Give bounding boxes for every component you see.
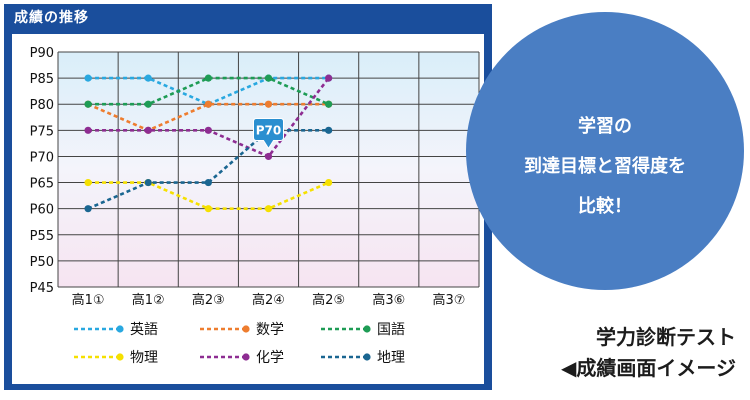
data-point xyxy=(144,74,152,82)
x-tick-label: 高3⑦ xyxy=(432,292,465,308)
caption-line-2: ◀成績画面イメージ xyxy=(561,356,736,380)
data-point xyxy=(84,74,92,82)
legend-marker xyxy=(242,353,250,361)
data-point xyxy=(144,100,152,108)
legend-label: 国語 xyxy=(377,322,405,338)
series-line xyxy=(87,129,329,210)
y-tick-label: P50 xyxy=(30,255,54,270)
data-point xyxy=(204,100,212,108)
data-point xyxy=(325,100,333,108)
data-point xyxy=(84,205,92,213)
data-point xyxy=(144,178,152,187)
data-point xyxy=(325,74,333,82)
data-point xyxy=(144,126,152,134)
data-point xyxy=(84,178,92,187)
line-chart: P90 P85 P80 P75 P70 P65 P60 P55 P50 P45 高1① 高1② 高2③ 高… xyxy=(30,46,480,366)
data-point xyxy=(264,205,273,213)
y-tick-label: P75 xyxy=(30,124,54,139)
y-tick-label: P45 xyxy=(30,281,54,296)
x-tick-label: 高3⑥ xyxy=(372,292,405,308)
legend-label: 英語 xyxy=(130,321,158,338)
panel-title: 成績の推移 xyxy=(14,10,89,26)
callout-text: 学習の 到達目標と習得度を 比較！ xyxy=(466,107,744,227)
data-point xyxy=(325,178,333,187)
data-point xyxy=(325,126,333,134)
annotation-bubble xyxy=(253,117,284,150)
x-tick-label: 高2③ xyxy=(192,292,225,308)
caption: 学力診断テスト ◀成績画面イメージ xyxy=(496,322,736,384)
legend-marker xyxy=(363,353,371,361)
chart-area: P90 P85 P80 P75 P70 P65 P60 P55 P50 P45 高1① 高1② 高2③ 高… xyxy=(12,34,484,384)
legend-label: 数学 xyxy=(256,322,284,338)
x-tick-label: 高1② xyxy=(132,292,165,308)
data-point xyxy=(264,74,273,82)
x-tick-label: 高1① xyxy=(72,292,105,308)
data-point xyxy=(204,205,212,213)
callout-line-3: 比較！ xyxy=(578,196,632,217)
x-tick-label: 高2⑤ xyxy=(312,292,345,308)
y-tick-label: P90 xyxy=(30,46,54,61)
callout-line-2: 到達目標と習得度を xyxy=(524,156,686,177)
data-point xyxy=(264,100,273,108)
data-point xyxy=(84,126,92,134)
legend-marker xyxy=(363,325,371,333)
y-tick-label: P65 xyxy=(30,177,54,192)
legend-label: 物理 xyxy=(130,350,158,366)
caption-line-1: 学力診断テスト xyxy=(596,325,736,349)
y-tick-label: P80 xyxy=(30,98,54,113)
annotation-label: P70 xyxy=(256,123,282,137)
x-tick-label: 高2④ xyxy=(252,292,285,308)
callout-line-1: 学習の xyxy=(578,116,632,137)
y-tick-label: P70 xyxy=(30,150,54,165)
legend-marker xyxy=(242,325,250,333)
plot-background xyxy=(58,52,479,287)
legend-label: 化学 xyxy=(256,350,284,366)
legend-marker xyxy=(116,325,124,333)
series-line xyxy=(87,102,329,132)
legend-marker xyxy=(116,353,124,361)
y-tick-label: P55 xyxy=(30,229,54,244)
data-point xyxy=(84,100,92,108)
series-line xyxy=(88,76,329,106)
data-point xyxy=(204,126,212,134)
data-point xyxy=(264,152,273,161)
grade-panel: 成績の推移 P90 P85 P80 P75 P70 P65 P60 P55 P50 P45 高1① 高… xyxy=(4,4,492,390)
callout-circle: 学習の 到達目標と習得度を 比較！ xyxy=(466,12,744,290)
data-point xyxy=(204,74,212,82)
y-tick-label: P85 xyxy=(30,72,54,87)
data-point xyxy=(204,178,212,187)
y-tick-label: P60 xyxy=(30,203,54,218)
legend-label: 地理 xyxy=(377,350,405,366)
